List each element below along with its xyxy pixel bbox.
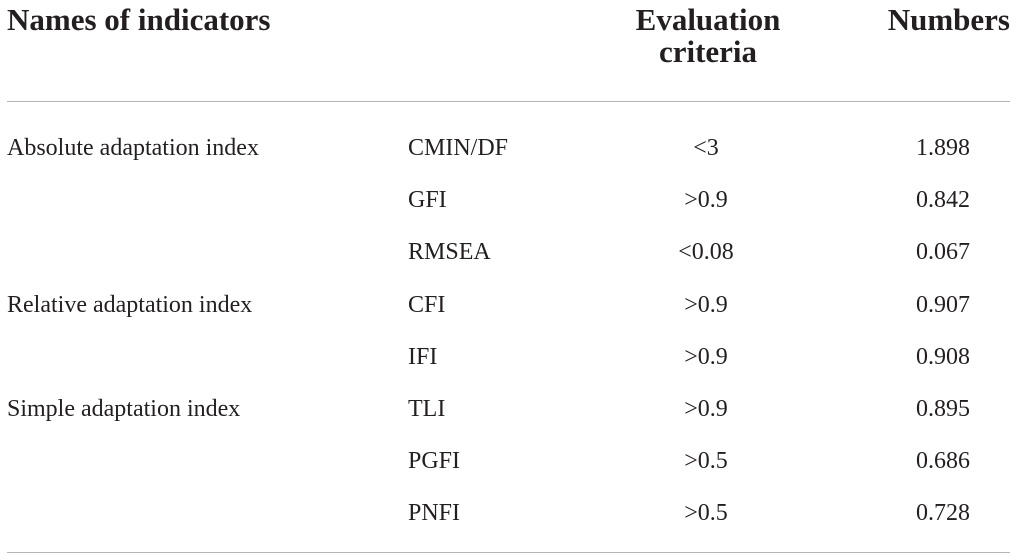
criteria-cell: <0.08	[678, 239, 734, 266]
header-divider	[7, 101, 1010, 102]
indicator-cell: PNFI	[408, 500, 461, 527]
number-cell: 0.686	[916, 448, 970, 475]
indicator-cell: RMSEA	[408, 239, 491, 266]
number-cell: 0.908	[916, 343, 970, 370]
table-row: Simple adaptation index TLI >0.9 0.895	[0, 383, 1017, 435]
table-row: Relative adaptation index CFI >0.9 0.907	[0, 279, 1017, 331]
table-row: PGFI >0.5 0.686	[0, 435, 1017, 487]
number-cell: 0.907	[916, 291, 970, 318]
criteria-cell: >0.9	[684, 343, 728, 370]
indicator-cell: CMIN/DF	[408, 135, 509, 161]
header-evaluation-criteria-line1: Evaluation	[635, 2, 781, 37]
table-row: Absolute adaptation index CMIN/DF <3 1.898	[0, 122, 1017, 174]
header-evaluation-criteria-line2: criteria	[658, 34, 758, 69]
criteria-cell: >0.5	[684, 500, 728, 527]
header-evaluation-criteria: Evaluation criteria	[610, 4, 806, 68]
table-row: IFI >0.9 0.908	[0, 331, 1017, 383]
indicator-cell: TLI	[408, 396, 446, 422]
group-cell: Relative adaptation index	[7, 291, 253, 318]
number-cell: 0.842	[916, 187, 970, 214]
criteria-cell: >0.9	[684, 187, 728, 214]
number-cell: 1.898	[916, 135, 970, 161]
indicator-cell: IFI	[408, 343, 438, 370]
indicator-cell: CFI	[408, 291, 446, 318]
indicator-cell: GFI	[408, 187, 447, 214]
criteria-cell: >0.9	[684, 396, 728, 422]
number-cell: 0.895	[916, 396, 970, 422]
number-cell: 0.067	[916, 239, 970, 266]
table-row: PNFI >0.5 0.728	[0, 487, 1017, 539]
criteria-cell: >0.5	[684, 448, 728, 475]
criteria-cell: <3	[693, 135, 719, 161]
criteria-cell: >0.9	[684, 291, 728, 318]
header-names-of-indicators: Names of indicators	[7, 2, 271, 37]
table-row: RMSEA <0.08 0.067	[0, 226, 1017, 278]
group-cell: Simple adaptation index	[7, 396, 241, 422]
number-cell: 0.728	[916, 500, 970, 527]
table-bottom-rule	[7, 552, 1010, 553]
indicator-cell: PGFI	[408, 448, 461, 475]
header-numbers: Numbers	[887, 2, 1010, 37]
group-cell: Absolute adaptation index	[7, 135, 259, 161]
table-row: GFI >0.9 0.842	[0, 174, 1017, 226]
